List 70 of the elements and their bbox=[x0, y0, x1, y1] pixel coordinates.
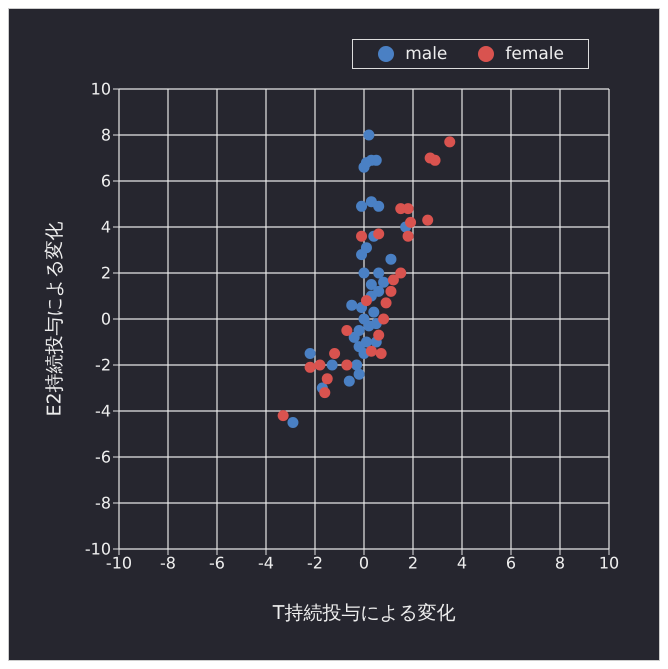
point bbox=[402, 203, 414, 214]
y-tick-label: -2 bbox=[95, 356, 111, 375]
point bbox=[304, 362, 316, 373]
point bbox=[348, 332, 360, 343]
point bbox=[373, 330, 384, 341]
point bbox=[356, 230, 368, 242]
point bbox=[341, 360, 352, 370]
point bbox=[354, 341, 365, 352]
point bbox=[376, 348, 387, 359]
x-axis-title: T持続投与による変化 bbox=[272, 602, 456, 624]
y-tick-label: 8 bbox=[100, 126, 111, 145]
y-tick-label: 6 bbox=[100, 172, 111, 191]
point bbox=[329, 348, 340, 359]
point bbox=[395, 268, 406, 278]
point bbox=[346, 300, 358, 311]
x-tick-label: -2 bbox=[307, 553, 323, 572]
y-tick-label: 2 bbox=[100, 264, 111, 283]
point bbox=[373, 268, 384, 278]
point bbox=[358, 314, 370, 324]
point bbox=[319, 387, 330, 398]
x-tick-label: 0 bbox=[358, 553, 370, 572]
point bbox=[344, 376, 355, 387]
y-tick-label: -10 bbox=[84, 540, 111, 559]
legend-label: male bbox=[404, 44, 448, 64]
x-tick-label: 4 bbox=[456, 553, 468, 572]
point bbox=[366, 279, 377, 290]
x-tick-label: 8 bbox=[554, 553, 566, 572]
point bbox=[378, 276, 390, 288]
point bbox=[363, 130, 374, 140]
point bbox=[444, 136, 456, 148]
point bbox=[341, 325, 352, 336]
y-tick-label: -4 bbox=[95, 402, 111, 421]
point bbox=[373, 228, 384, 240]
point bbox=[366, 346, 377, 357]
point bbox=[360, 157, 372, 168]
point bbox=[388, 274, 399, 286]
point bbox=[385, 254, 396, 265]
point bbox=[402, 230, 414, 242]
point bbox=[405, 216, 416, 228]
point bbox=[358, 268, 370, 278]
x-tick-label: 10 bbox=[598, 553, 620, 572]
point bbox=[354, 368, 365, 380]
point bbox=[287, 417, 298, 428]
point bbox=[430, 154, 441, 166]
point bbox=[322, 373, 333, 384]
point bbox=[385, 286, 396, 297]
point bbox=[356, 249, 368, 260]
x-tick-label: 6 bbox=[506, 553, 516, 572]
point bbox=[314, 360, 326, 370]
y-tick-label: -6 bbox=[95, 448, 111, 467]
point bbox=[380, 297, 392, 308]
point bbox=[326, 360, 338, 370]
y-tick-label: 4 bbox=[100, 218, 111, 237]
x-tick-label: -4 bbox=[258, 553, 274, 572]
point bbox=[304, 348, 316, 359]
point bbox=[356, 200, 368, 212]
x-tick-label: -6 bbox=[209, 553, 225, 572]
legend-label: female bbox=[504, 44, 564, 64]
point bbox=[378, 314, 390, 324]
point bbox=[422, 214, 434, 226]
y-tick-label: 0 bbox=[100, 310, 111, 329]
y-tick-label: 10 bbox=[90, 80, 111, 99]
point bbox=[278, 410, 289, 422]
x-tick-label: -8 bbox=[160, 553, 176, 572]
x-tick-label: 2 bbox=[408, 553, 418, 572]
point bbox=[368, 306, 380, 318]
point bbox=[360, 295, 372, 306]
y-axis-title: E2持続投与による変化 bbox=[44, 221, 66, 417]
point bbox=[373, 200, 384, 212]
y-tick-label: -8 bbox=[95, 494, 111, 513]
